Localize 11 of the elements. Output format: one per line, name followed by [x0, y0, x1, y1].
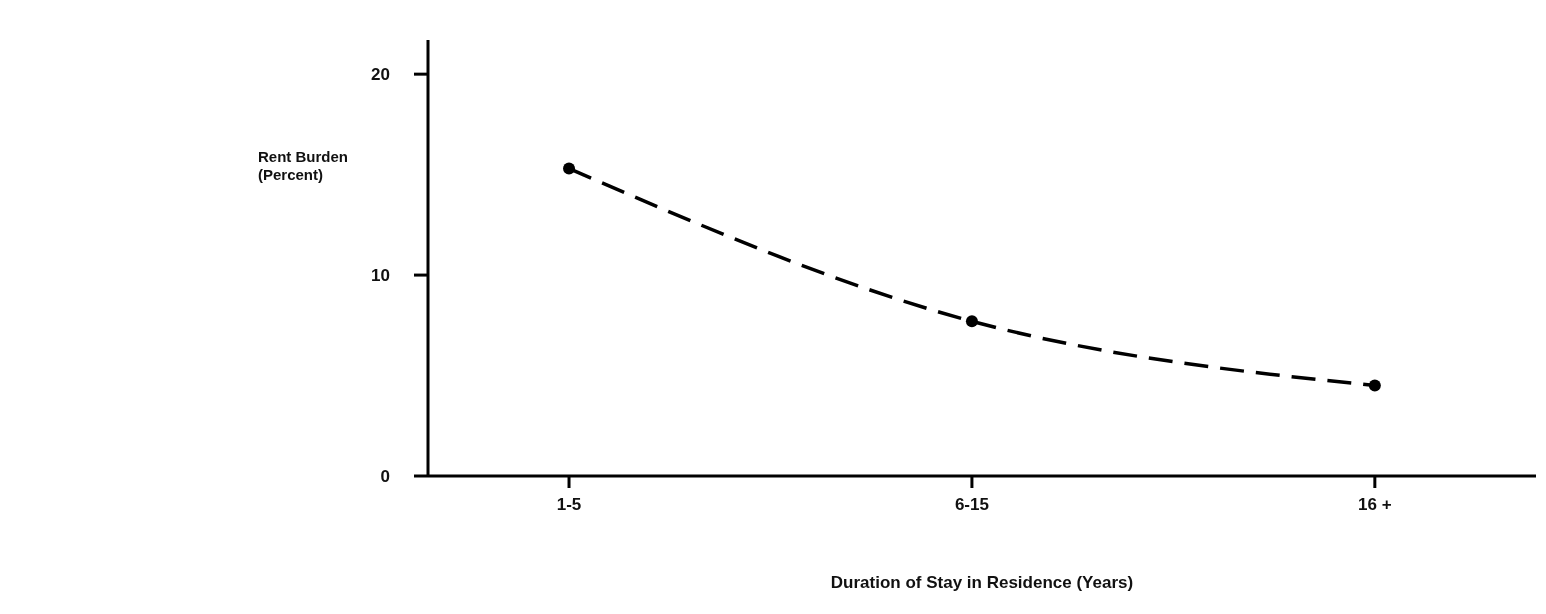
x-tick-label: 1-5 — [556, 495, 582, 515]
point — [1368, 379, 1381, 392]
y-tick-label: 20 — [371, 65, 390, 85]
y-tick-label: 0 — [380, 467, 390, 487]
x-tick-label: 16 + — [1358, 495, 1392, 515]
y-tick-label: 10 — [371, 266, 390, 286]
point — [563, 162, 576, 175]
x-axis-title: Duration of Stay in Residence (Years) — [830, 573, 1134, 593]
y-axis-title: Rent Burden (Percent) — [258, 148, 349, 184]
x-tick-label: 6-15 — [954, 495, 989, 515]
point — [965, 315, 978, 328]
